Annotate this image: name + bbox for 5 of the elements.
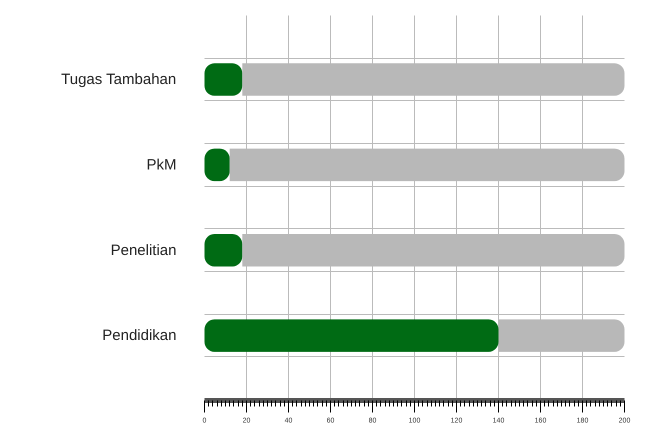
y-tick-label: PkM <box>146 156 176 174</box>
y-tick-label: Penelitian <box>110 242 177 259</box>
bar <box>204 319 498 352</box>
y-tick-label: Pendidikan <box>102 327 177 344</box>
y-tick-label: Tugas Tambahan <box>61 71 176 88</box>
